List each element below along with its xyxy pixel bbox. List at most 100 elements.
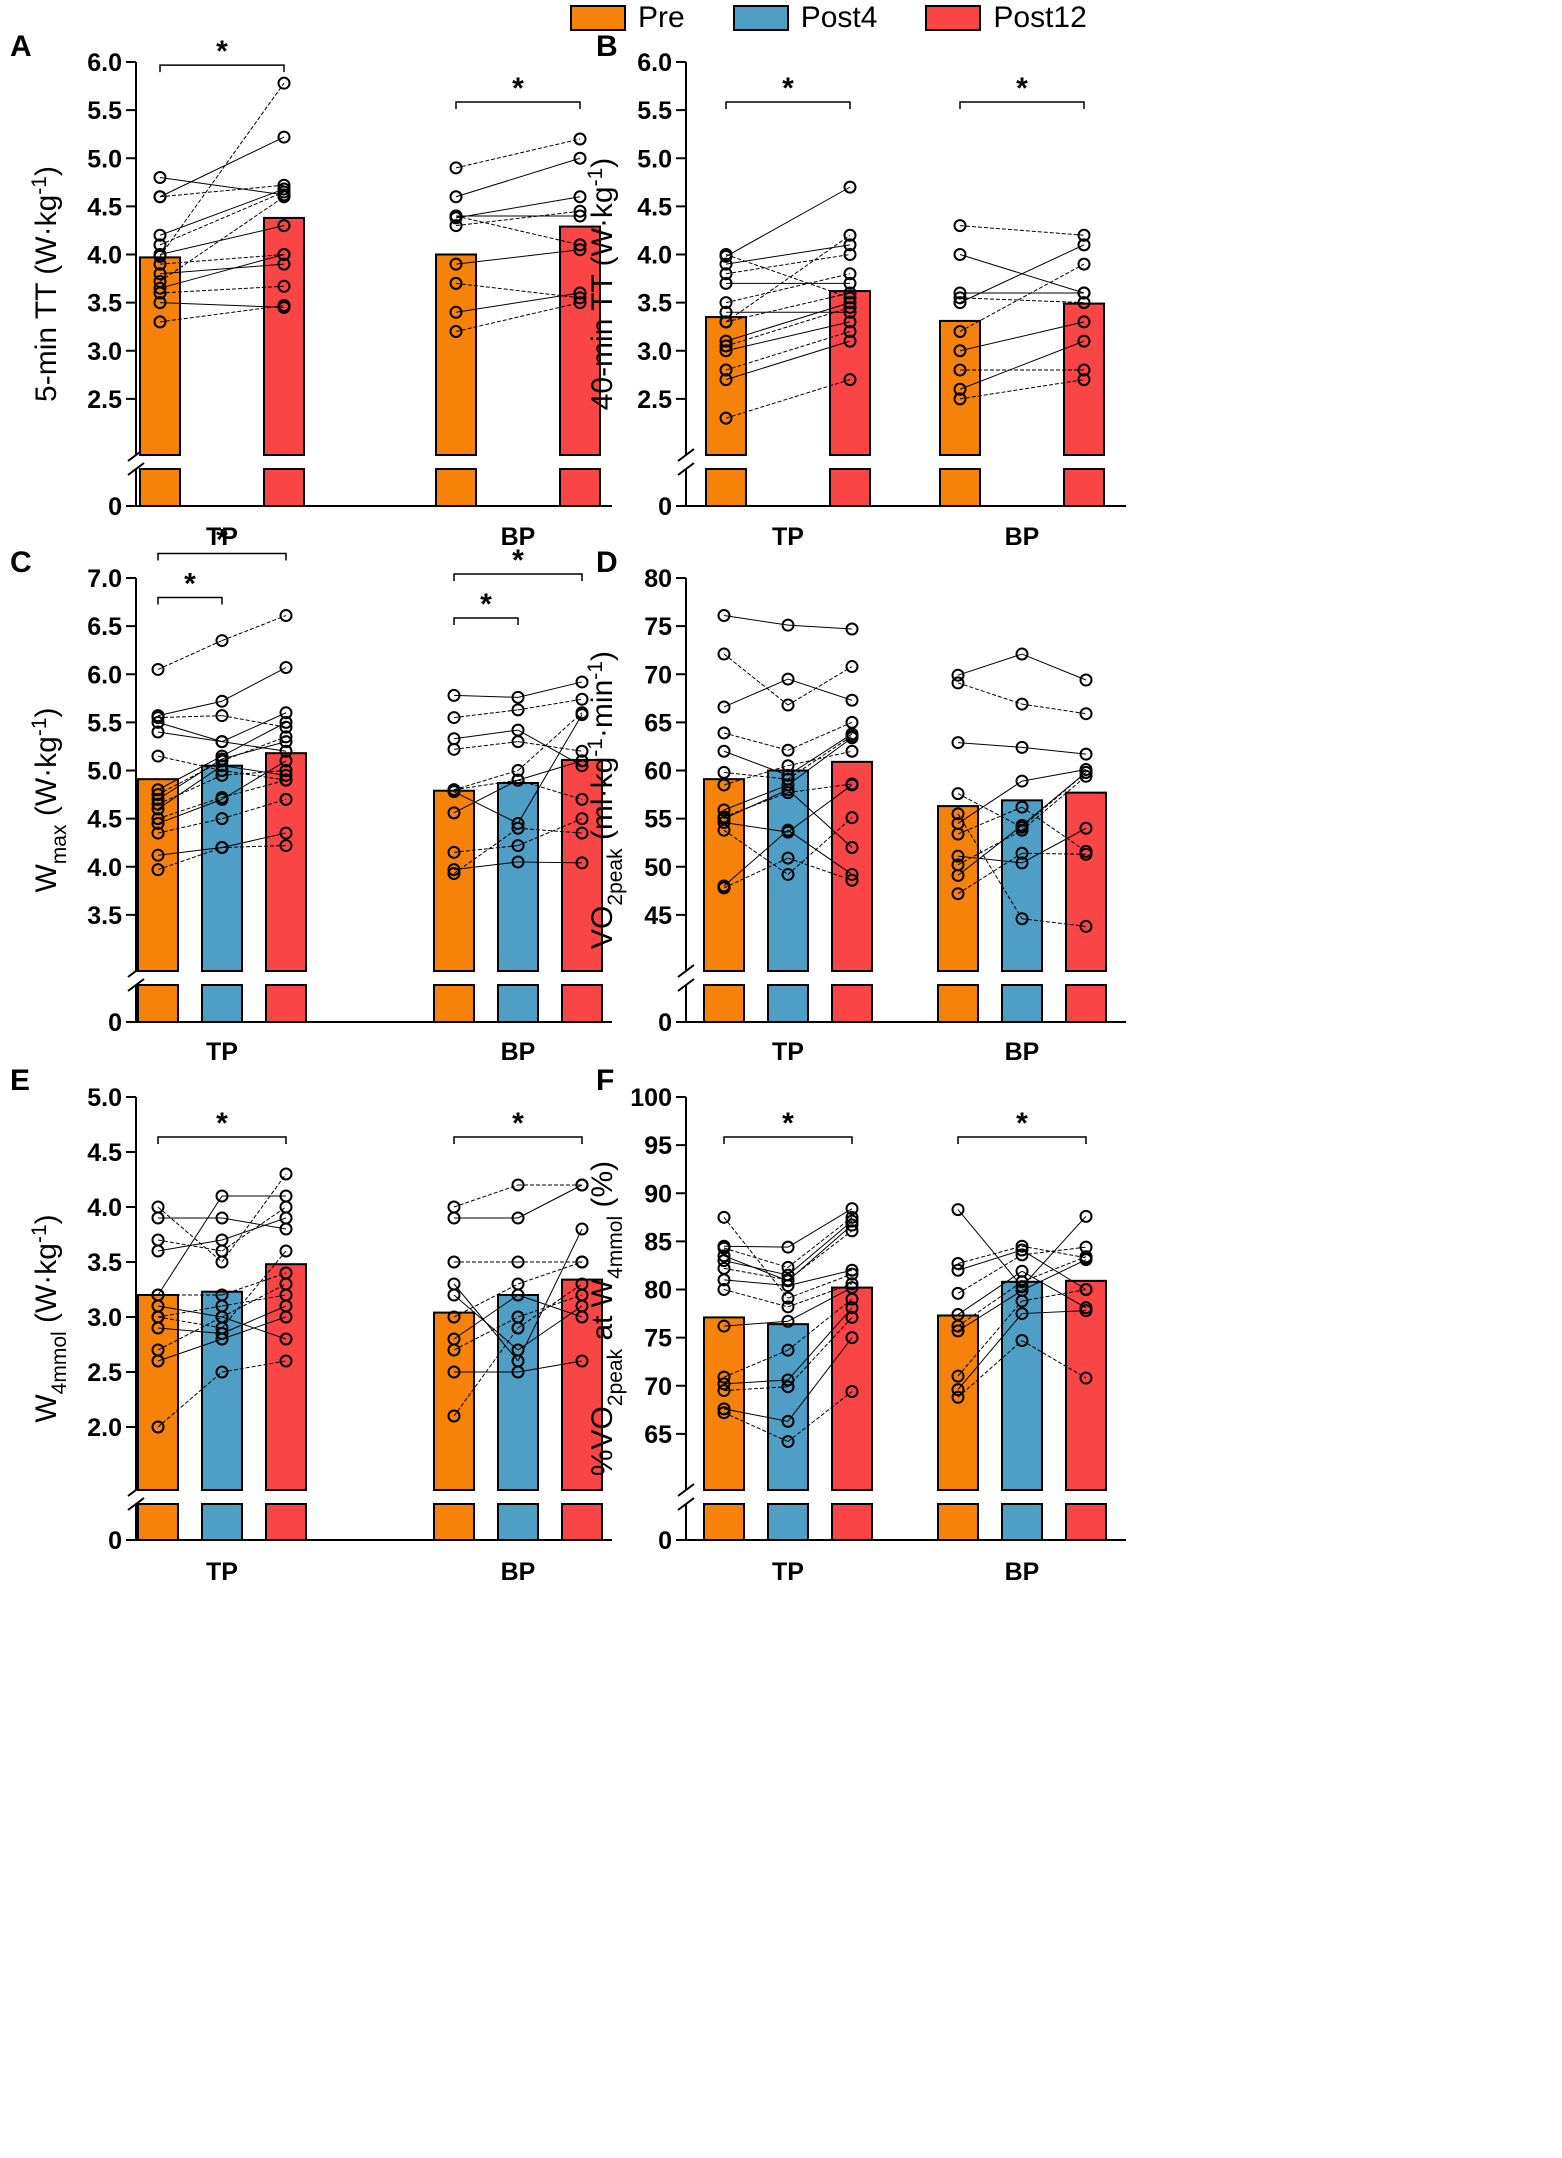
subject-point xyxy=(447,845,461,859)
axis-break-mark xyxy=(677,1483,695,1497)
subject-point xyxy=(575,759,589,773)
subject-line xyxy=(453,770,519,791)
bar-lower-BP-Pre xyxy=(937,984,979,1023)
bar-BP-Post12 xyxy=(559,225,601,456)
bar-BP-Post4 xyxy=(497,782,539,973)
subject-point xyxy=(1079,747,1093,761)
subject-line xyxy=(1021,1256,1087,1283)
subject-point xyxy=(573,286,587,300)
subject-point xyxy=(447,866,461,880)
subject-line xyxy=(723,615,789,626)
subject-point xyxy=(277,178,291,192)
bar-lower-TP-Post4 xyxy=(201,1503,243,1541)
subject-line xyxy=(959,225,1085,236)
panel-E: E 2.0 2.5 3.0 3.5 4.0 4.5 5.0 0 W4mmol (W·kg-1) TP… xyxy=(10,1064,612,1586)
subject-line xyxy=(455,302,581,332)
subject-point xyxy=(1079,844,1093,858)
subject-line xyxy=(517,698,583,711)
subject-point xyxy=(781,1291,795,1305)
subject-point xyxy=(1015,820,1029,834)
subject-line xyxy=(957,1249,1023,1271)
subject-point xyxy=(279,661,293,675)
subject-line xyxy=(787,1391,853,1442)
subject-point xyxy=(781,1314,795,1328)
subject-line xyxy=(159,188,285,236)
subject-point xyxy=(781,851,795,865)
subject-line xyxy=(157,1327,223,1334)
significance-star: * xyxy=(512,544,524,577)
subject-point xyxy=(843,305,857,319)
subject-line xyxy=(1021,1249,1087,1290)
subject-point xyxy=(511,1310,525,1324)
subject-line xyxy=(723,1408,789,1422)
subject-point xyxy=(215,1189,229,1203)
subject-line xyxy=(455,157,581,198)
significance-bracket xyxy=(159,64,285,73)
subject-point xyxy=(781,1435,795,1449)
subject-line xyxy=(787,1337,853,1422)
panel-letter: A xyxy=(10,30,32,63)
subject-line xyxy=(957,1209,1023,1287)
subject-line xyxy=(453,791,519,824)
subject-point xyxy=(717,1283,731,1296)
bar-lower-TP-Post4 xyxy=(767,1503,809,1541)
subject-point xyxy=(279,839,293,853)
subject-point xyxy=(843,180,857,194)
subject-point xyxy=(215,694,229,708)
subject-line xyxy=(1021,1289,1087,1302)
subject-point xyxy=(215,841,229,854)
subject-line xyxy=(517,1184,583,1219)
subject-point xyxy=(151,749,165,763)
subject-point xyxy=(447,806,461,820)
subject-line xyxy=(157,755,223,771)
y-tick-label: 45 xyxy=(644,902,672,930)
subject-point xyxy=(845,1331,859,1345)
y-axis-label-part: (%) xyxy=(586,1161,619,1216)
y-tick-label: 75 xyxy=(644,613,672,641)
subject-point xyxy=(151,1200,165,1214)
subject-point xyxy=(153,281,167,295)
subject-line xyxy=(723,653,789,706)
subject-line xyxy=(723,1217,789,1299)
axis-break-mark xyxy=(127,978,145,992)
subject-point xyxy=(781,1373,795,1387)
subject-point xyxy=(449,161,463,175)
y-axis-label: W4mmol (W·kg-1) xyxy=(28,1214,71,1422)
subject-line xyxy=(957,1245,1023,1264)
subject-point xyxy=(1079,821,1093,835)
subject-point xyxy=(447,1409,461,1423)
subject-point xyxy=(843,248,857,261)
subject-line xyxy=(157,755,223,791)
subject-point xyxy=(215,1255,229,1269)
subject-line xyxy=(723,784,789,811)
bar-lower-TP-Pre xyxy=(139,468,181,507)
subject-line xyxy=(957,793,1023,828)
subject-line xyxy=(455,138,581,169)
subject-point xyxy=(511,839,525,853)
y-tick-label: 5.0 xyxy=(87,1084,122,1112)
subject-line xyxy=(455,215,581,246)
bar-lower-BP-Pre xyxy=(939,468,981,507)
subject-point xyxy=(153,267,167,281)
subject-point xyxy=(1015,647,1029,661)
significance-bracket xyxy=(959,101,1085,109)
subject-line xyxy=(157,798,223,824)
subject-point xyxy=(279,1189,293,1203)
y-axis-label: %VO2peak at W4mmol (%) xyxy=(586,1161,627,1476)
subject-line xyxy=(159,285,285,294)
x-tick-label-BP: BP xyxy=(501,1558,536,1586)
subject-point xyxy=(511,1354,525,1368)
y-tick-label: 5.5 xyxy=(87,97,122,125)
subject-point xyxy=(449,257,463,271)
subject-line xyxy=(725,340,851,381)
y-tick-label: 5.5 xyxy=(87,709,122,737)
subject-point xyxy=(279,1266,293,1280)
subject-point xyxy=(215,768,229,782)
subject-point xyxy=(215,1288,229,1302)
subject-point xyxy=(781,778,795,792)
subject-line xyxy=(787,817,853,875)
subject-line xyxy=(957,653,1023,676)
subject-line xyxy=(957,1281,1023,1327)
subject-line xyxy=(221,721,287,757)
subject-line xyxy=(221,1173,287,1263)
